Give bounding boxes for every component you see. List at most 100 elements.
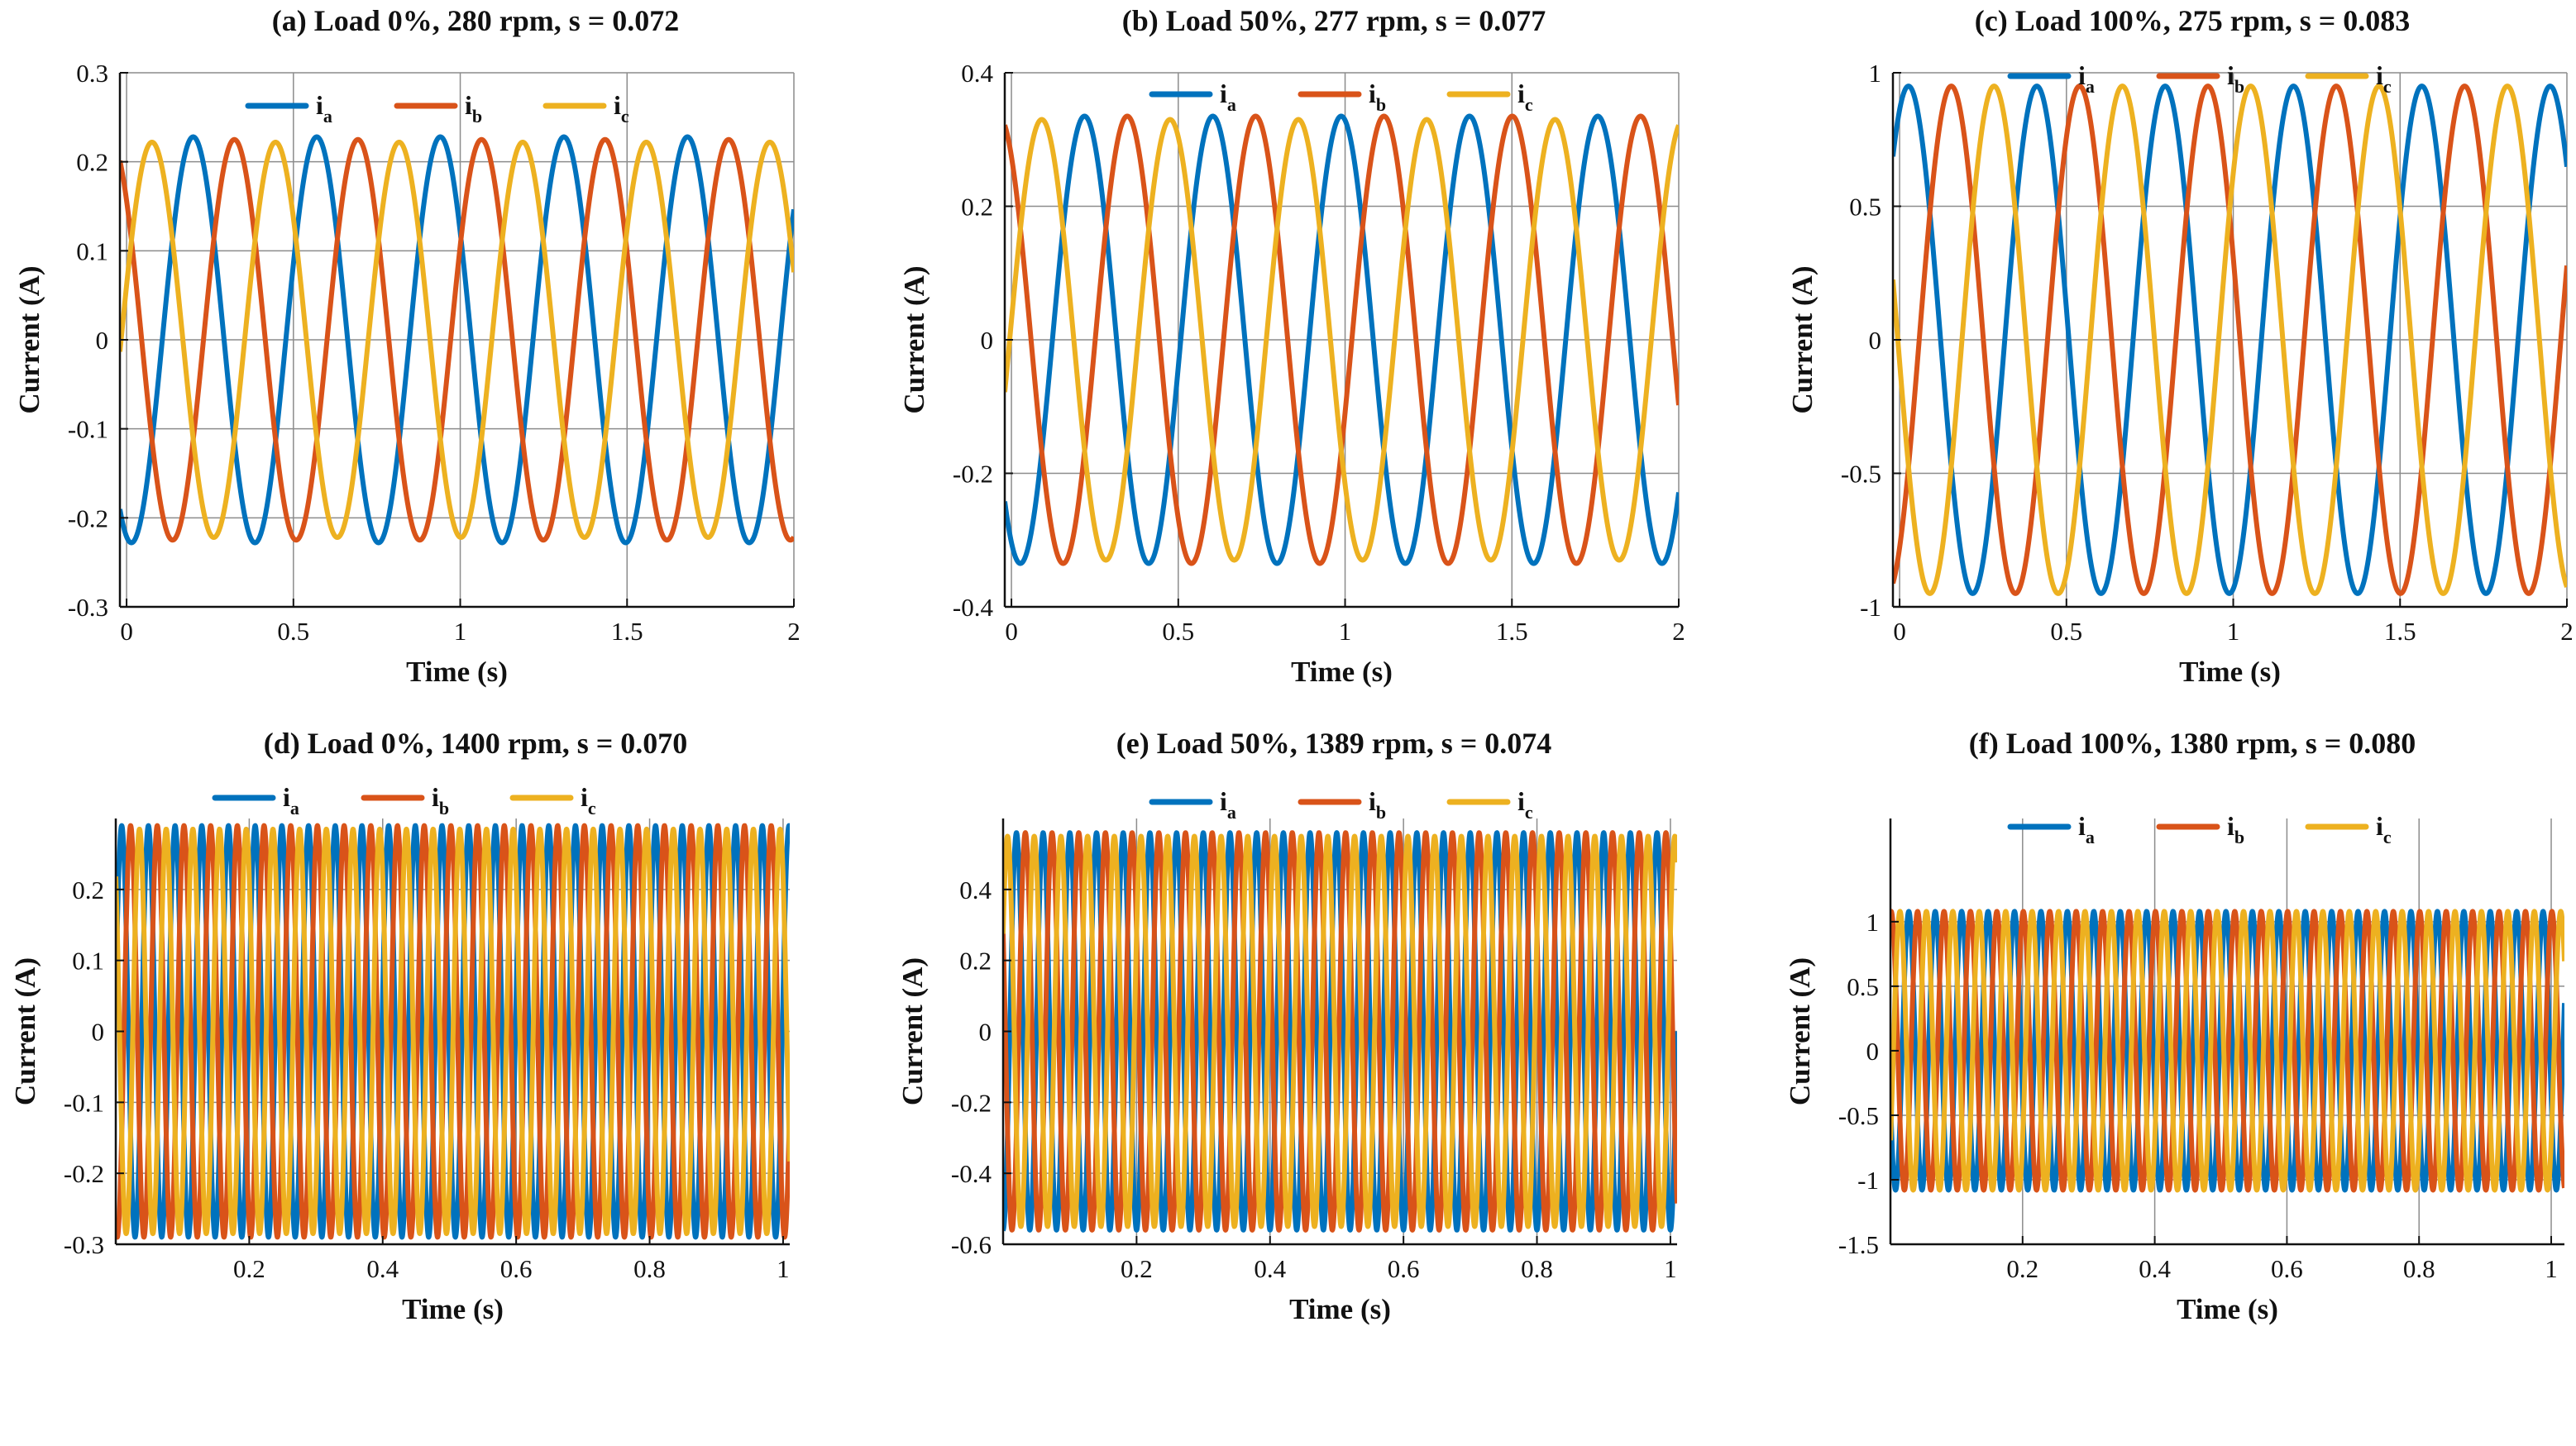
y-tick-label: 1 (1869, 59, 1882, 88)
y-tick-label: -0.3 (68, 593, 108, 622)
series-line-ic (1005, 117, 1679, 563)
y-tick-label: 0.2 (961, 193, 993, 222)
x-tick-label: 1.5 (611, 617, 643, 646)
x-axis-label: Time (s) (1289, 1293, 1391, 1325)
legend-label-ia: ia (1220, 786, 1236, 823)
y-tick-label: 0.2 (76, 148, 108, 177)
x-tick-label: 0.5 (277, 617, 309, 646)
chart-title-e: (e) Load 50%, 1389 rpm, s = 0.074 (1116, 727, 1552, 760)
x-tick-label: 0.6 (1388, 1254, 1420, 1283)
x-tick-label: 1.5 (1496, 617, 1528, 646)
x-tick-label: 0.4 (366, 1254, 399, 1283)
x-tick-label: 0.6 (500, 1254, 533, 1283)
panel-c: (c) Load 100%, 275 rpm, s = 0.083 0 0.5 1 1… (1717, 0, 2575, 719)
panel-b: (b) Load 50%, 277 rpm, s = 0.077 0 0.5 1 1.… (858, 0, 1717, 719)
x-tick-label: 0.4 (2139, 1254, 2171, 1283)
series-line-ib (120, 136, 794, 543)
series-line-ia (1893, 84, 2567, 596)
y-tick-label: -0.4 (951, 1159, 992, 1188)
chart-title-c: (c) Load 100%, 275 rpm, s = 0.083 (1974, 4, 2411, 37)
chart-title-a: (a) Load 0%, 280 rpm, s = 0.072 (271, 4, 680, 37)
y-tick-label: -0.3 (64, 1230, 104, 1259)
y-tick-label: -1 (1860, 593, 1881, 622)
x-tick-label: 0.4 (1254, 1254, 1286, 1283)
y-tick-label: -0.2 (951, 1088, 992, 1117)
y-tick-label: 0 (979, 1018, 992, 1047)
y-tick-label: -0.5 (1838, 1101, 1879, 1130)
series-line-ic (116, 826, 790, 1237)
series-line-ic (120, 139, 794, 541)
chart-title-b: (b) Load 50%, 277 rpm, s = 0.077 (1121, 4, 1546, 37)
x-tick-label: 2 (1672, 617, 1685, 646)
chart-f: 0.2 0.4 0.6 0.8 1 -1.5 -1 -0.5 0 0.5 1 Time (s) Curr… (1784, 811, 2564, 1325)
series-line-ic (1893, 84, 2567, 596)
y-axis-label: Current (A) (898, 265, 930, 413)
y-tick-label: 0 (1869, 326, 1882, 355)
y-tick-label: 0 (981, 326, 994, 355)
y-tick-label: 0 (96, 326, 109, 355)
y-tick-label: 1 (1866, 908, 1880, 937)
x-tick-label: 1 (777, 1254, 790, 1283)
x-tick-label: 2 (2560, 617, 2574, 646)
y-tick-label: -0.1 (64, 1088, 104, 1117)
x-tick-label: 1 (1339, 617, 1352, 646)
legend-label-ib: ib (1369, 79, 1386, 115)
y-tick-label: -0.1 (68, 415, 108, 444)
x-tick-label: 1.5 (2384, 617, 2416, 646)
legend-label-ia: ia (283, 782, 299, 818)
y-tick-label: -0.5 (1841, 460, 1881, 489)
chart-c: 0 0.5 1 1.5 2 -1 -0.5 0 0.5 1 Time (s) Current (A) i… (1786, 59, 2574, 688)
series-line-ia (1005, 113, 1679, 566)
x-tick-label: 0.2 (2006, 1254, 2038, 1283)
y-tick-label: 0 (92, 1018, 105, 1047)
y-tick-label: 0.1 (76, 236, 108, 265)
legend-label-ia: ia (2078, 811, 2095, 847)
x-tick-label: 0 (1005, 617, 1018, 646)
y-tick-label: 0.4 (961, 59, 993, 88)
series-line-ic (1890, 909, 2564, 1193)
y-tick-label: -0.2 (953, 460, 993, 489)
legend-label-ic: ic (581, 782, 596, 818)
y-tick-label: -0.2 (68, 503, 108, 532)
x-tick-label: 1 (2545, 1254, 2558, 1283)
chart-title-d: (d) Load 0%, 1400 rpm, s = 0.070 (263, 727, 688, 760)
x-tick-label: 1 (454, 617, 467, 646)
series-line-ia (1890, 909, 2564, 1193)
x-tick-label: 0.2 (1121, 1254, 1153, 1283)
x-tick-label: 0.5 (2050, 617, 2082, 646)
x-tick-label: 1 (1664, 1254, 1677, 1283)
legend-label-ic: ic (2376, 60, 2392, 97)
x-tick-label: 0.6 (2271, 1254, 2303, 1283)
legend-label-ic: ic (2376, 811, 2392, 847)
y-tick-label: 0.1 (72, 947, 104, 976)
y-tick-label: 0.5 (1847, 972, 1879, 1001)
legend-label-ic: ic (1517, 79, 1533, 115)
x-tick-label: 0.5 (1162, 617, 1194, 646)
legend-label-ib: ib (465, 90, 482, 126)
chart-title-f: (f) Load 100%, 1380 rpm, s = 0.080 (1968, 727, 2416, 760)
y-axis-label: Current (A) (1786, 265, 1818, 413)
y-tick-label: 0 (1866, 1037, 1880, 1066)
legend-label-ic: ic (1517, 786, 1533, 823)
y-tick-label: 0.2 (959, 947, 992, 976)
legend-label-ib: ib (1369, 786, 1386, 823)
y-tick-label: 0.4 (959, 876, 992, 904)
panel-a: (a) Load 0%, 280 rpm, s = 0.072 0 0.5 1 1.5… (0, 0, 858, 719)
y-tick-label: -0.4 (953, 593, 994, 622)
x-tick-label: 0.8 (2403, 1254, 2435, 1283)
x-axis-label: Time (s) (2177, 1293, 2278, 1325)
y-axis-label: Current (A) (1784, 957, 1816, 1105)
x-tick-label: 0 (1893, 617, 1906, 646)
series-line-ib (1890, 909, 2564, 1193)
legend-label-ia: ia (1220, 79, 1236, 115)
y-axis-label: Current (A) (9, 957, 41, 1105)
y-tick-label: -1.5 (1838, 1230, 1879, 1259)
x-axis-label: Time (s) (406, 656, 508, 688)
series-line-ia (120, 134, 794, 546)
x-tick-label: 0.8 (633, 1254, 666, 1283)
x-tick-label: 2 (787, 617, 801, 646)
series-line-ic (1003, 833, 1677, 1229)
x-tick-label: 0 (120, 617, 133, 646)
